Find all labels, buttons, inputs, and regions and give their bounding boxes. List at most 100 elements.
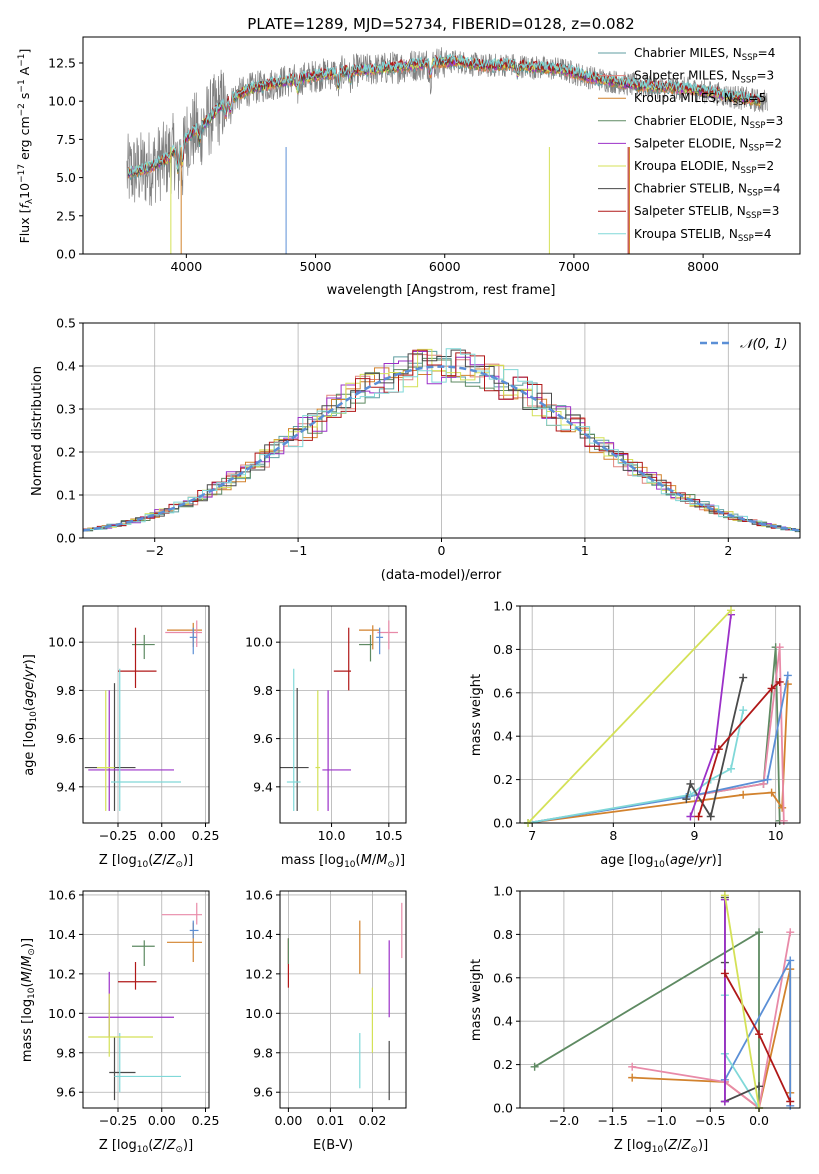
weight-age-ytick-label: 0.8 <box>493 642 513 657</box>
weight-age-series-line <box>697 681 781 817</box>
age-z-ytick-label: 9.6 <box>56 731 76 746</box>
weight-z-series-line <box>724 995 760 1109</box>
residual-xtick-label: 1 <box>581 543 589 558</box>
mass-z-ytick-label: 10.2 <box>48 966 76 981</box>
spectrum-legend-label: Salpeter MILES, NSSP=3 <box>634 69 774 86</box>
age-z-xlabel: Z [log10(Z/Z⊙)] <box>99 853 193 870</box>
spectrum-legend: Chabrier MILES, NSSP=4 Salpeter MILES, NS… <box>598 46 783 244</box>
weight-age-frame <box>519 605 801 824</box>
age-z-ytick-label: 9.8 <box>56 683 76 698</box>
spectrum-ytick-label: 7.5 <box>56 132 76 147</box>
age-mass-frame <box>279 605 407 824</box>
weight-age-ytick-label: 0.0 <box>493 816 513 831</box>
spectrum-xlabel: wavelength [Angstrom, rest frame] <box>327 283 556 298</box>
weight-age-marker <box>714 745 723 754</box>
age-mass-panel <box>280 606 406 823</box>
age-mass-xtick-label: 10.0 <box>318 828 346 843</box>
weight-age-marker <box>783 671 792 680</box>
age-mass-ytick-label: 10.0 <box>245 635 273 650</box>
mass-z-ytick-label: 10.4 <box>48 927 76 942</box>
weight-age-ytick-label: 1.0 <box>493 599 513 614</box>
weight-z-marker <box>628 1062 637 1071</box>
weight-z-marker <box>786 1097 795 1106</box>
weight-z-marker <box>786 928 795 937</box>
residual-xtick-label: 0 <box>438 543 446 558</box>
spectrum-plot <box>126 47 768 254</box>
spectrum-xtick-label: 6000 <box>429 259 461 274</box>
weight-age-ylabel: mass weight <box>469 674 484 756</box>
mass-ebv-panel <box>280 891 406 1108</box>
spectrum-ytick-label: 2.5 <box>56 208 76 223</box>
mass-z-xtick-label: 0.25 <box>192 1113 220 1128</box>
spectrum-ytick-label: 5.0 <box>56 170 76 185</box>
weight-age-marker <box>783 680 792 689</box>
spectrum-xtick-label: 4000 <box>170 259 202 274</box>
weight-z-xtick-label: −0.5 <box>695 1113 725 1128</box>
residual-xtick-label: 2 <box>724 543 732 558</box>
weight-age-series-line <box>527 647 781 824</box>
weight-age-marker <box>682 795 691 804</box>
model-spectrum-5 <box>127 55 761 176</box>
spectrum-legend-label: Kroupa MILES, NSSP=5 <box>634 91 766 108</box>
weight-z-frame <box>519 890 801 1109</box>
residual-legend-label: 𝒩(0, 1) <box>740 337 787 352</box>
mass-z-axes: −0.25 0.00 0.25 9.6 9.8 10.0 10.2 10.4 10.6 <box>48 887 219 1128</box>
weight-age-marker <box>739 673 748 682</box>
age-z-plot <box>84 620 202 811</box>
weight-z-series-line <box>632 968 792 1110</box>
mass-ebv-ytick-label: 10.6 <box>245 887 273 902</box>
residual-ytick-label: 0.3 <box>56 402 76 417</box>
weight-age-marker <box>763 775 772 784</box>
age-z-ytick-label: 10.0 <box>48 635 76 650</box>
weight-z-plot <box>530 891 795 1112</box>
mass-z-ytick-label: 9.6 <box>56 1085 76 1100</box>
spectrum-legend-label: Kroupa STELIB, NSSP=4 <box>634 227 772 244</box>
age-z-axes: −0.25 0.00 0.25 9.4 9.6 9.8 10.0 <box>48 605 220 843</box>
mass-z-xlabel: Z [log10(Z/Z⊙)] <box>99 1138 193 1155</box>
mass-ebv-xlabel: E(B-V) <box>313 1138 353 1153</box>
weight-age-marker <box>767 684 776 693</box>
normal-curve <box>83 365 800 532</box>
weight-z-ytick-label: 0.8 <box>493 927 513 942</box>
weight-age-marker <box>739 790 748 799</box>
weight-age-marker <box>694 812 703 821</box>
spectrum-legend-label: Chabrier MILES, NSSP=4 <box>634 46 775 63</box>
mass-ebv-axes: 0.00 0.01 0.02 9.6 9.8 10.0 10.2 10.4 10.6 <box>245 887 407 1128</box>
spectrum-ylabel: Flux [fλ10−17 erg cm−2 s−1 A−1] <box>17 49 35 244</box>
weight-z-marker <box>720 891 729 900</box>
weight-age-marker <box>775 643 784 652</box>
weight-age-panel <box>520 605 800 824</box>
weight-age-marker <box>706 812 715 821</box>
weight-age-xtick-label: 8 <box>609 828 617 843</box>
weight-z-series-line <box>724 973 792 1102</box>
weight-age-xtick-label: 10 <box>768 828 784 843</box>
age-z-xtick-label: 0.25 <box>192 828 220 843</box>
weight-age-marker <box>775 677 784 686</box>
residual-legend: 𝒩(0, 1) <box>700 337 787 352</box>
weight-z-ytick-label: 0.2 <box>493 1057 513 1072</box>
weight-age-xtick-label: 7 <box>528 828 536 843</box>
weight-age-ytick-label: 0.6 <box>493 685 513 700</box>
weight-z-ytick-label: 1.0 <box>493 884 513 899</box>
age-z-ytick-label: 9.4 <box>56 779 76 794</box>
mass-z-plot <box>88 902 202 1101</box>
weight-z-marker <box>755 1030 764 1039</box>
residual-ytick-label: 0.4 <box>56 359 76 374</box>
residual-xtick-label: −2 <box>145 543 163 558</box>
mass-z-ytick-label: 10.6 <box>48 887 76 902</box>
mass-ebv-ytick-label: 10.4 <box>245 927 273 942</box>
spectrum-ytick-label: 0.0 <box>56 247 76 262</box>
weight-age-series-line <box>527 609 732 824</box>
weight-age-marker <box>686 779 695 788</box>
age-mass-xtick-label: 10.5 <box>375 828 403 843</box>
mass-ebv-ytick-label: 9.8 <box>253 1045 273 1060</box>
residual-ylabel: Normed distribution <box>30 366 45 496</box>
spectrum-legend-label: Kroupa ELODIE, NSSP=2 <box>634 159 774 176</box>
weight-age-marker <box>727 764 736 773</box>
weight-age-marker <box>739 706 748 715</box>
residual-axes: −2 −1 0 1 2 0.0 0.1 0.2 0.3 0.4 0.5 <box>56 316 801 558</box>
residual-ytick-label: 0.1 <box>56 488 76 503</box>
spectrum-frame <box>82 36 801 255</box>
mass-ebv-xtick-label: 0.00 <box>274 1113 302 1128</box>
